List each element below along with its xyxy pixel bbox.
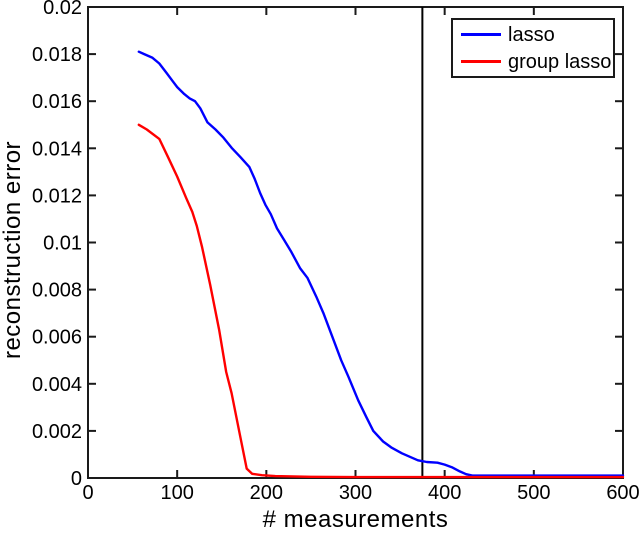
group-lasso-line-swatch-icon bbox=[461, 60, 501, 63]
y-tick-label: 0.014 bbox=[32, 138, 82, 160]
y-tick-label: 0.02 bbox=[43, 0, 82, 19]
y-tick-label: 0 bbox=[71, 468, 82, 490]
y-axis-label: reconstruction error bbox=[0, 140, 26, 360]
x-tick-label: 500 bbox=[517, 482, 550, 504]
legend-item-group-lasso: group lasso bbox=[453, 48, 613, 75]
x-tick-label: 300 bbox=[339, 482, 372, 504]
legend-label-group-lasso: group lasso bbox=[508, 50, 612, 73]
y-tick-label: 0.012 bbox=[32, 185, 82, 207]
x-tick-label: 600 bbox=[606, 482, 639, 504]
y-tick-label: 0.004 bbox=[32, 374, 82, 396]
y-tick-label: 0.008 bbox=[32, 280, 82, 302]
x-tick-label: 0 bbox=[82, 482, 93, 504]
y-tick-label: 0.002 bbox=[32, 421, 82, 443]
y-tick-label: 0.01 bbox=[43, 233, 82, 255]
lasso-curve bbox=[137, 50, 625, 477]
x-tick-label: 100 bbox=[160, 482, 193, 504]
x-tick-label: 200 bbox=[250, 482, 283, 504]
legend-item-lasso: lasso bbox=[453, 21, 613, 48]
x-axis-label: # measurements bbox=[262, 506, 449, 533]
legend: lasso group lasso bbox=[451, 18, 615, 78]
y-tick-label: 0.016 bbox=[32, 91, 82, 113]
y-tick-label: 0.006 bbox=[32, 327, 82, 349]
legend-label-lasso: lasso bbox=[508, 23, 555, 46]
group-lasso-curve bbox=[137, 123, 625, 479]
x-tick-label: 400 bbox=[428, 482, 461, 504]
lasso-line-swatch-icon bbox=[461, 33, 501, 36]
y-tick-label: 0.018 bbox=[32, 44, 82, 66]
